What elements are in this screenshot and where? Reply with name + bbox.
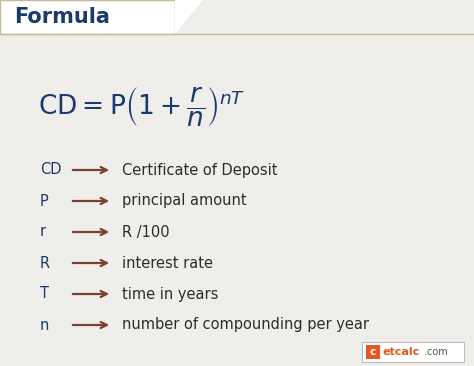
Text: $\mathdefault{CD = P}\left(1 + \dfrac{r}{n}\right)^{nT}$: $\mathdefault{CD = P}\left(1 + \dfrac{r}… — [38, 86, 246, 128]
Text: interest rate: interest rate — [122, 255, 213, 270]
Text: time in years: time in years — [122, 287, 219, 302]
FancyBboxPatch shape — [366, 345, 380, 359]
Text: c: c — [370, 347, 376, 357]
Text: Formula: Formula — [14, 7, 110, 27]
Text: .com: .com — [424, 347, 448, 357]
Polygon shape — [175, 0, 203, 34]
Text: CD: CD — [40, 163, 62, 178]
Text: principal amount: principal amount — [122, 194, 246, 209]
Text: r: r — [40, 224, 46, 239]
Text: n: n — [40, 317, 49, 332]
FancyBboxPatch shape — [0, 0, 175, 34]
Text: etcalc: etcalc — [383, 347, 420, 357]
Text: R /100: R /100 — [122, 224, 170, 239]
Text: P: P — [40, 194, 49, 209]
Text: R: R — [40, 255, 50, 270]
FancyBboxPatch shape — [362, 342, 464, 362]
Text: T: T — [40, 287, 49, 302]
Text: number of compounding per year: number of compounding per year — [122, 317, 369, 332]
Text: Certificate of Deposit: Certificate of Deposit — [122, 163, 277, 178]
